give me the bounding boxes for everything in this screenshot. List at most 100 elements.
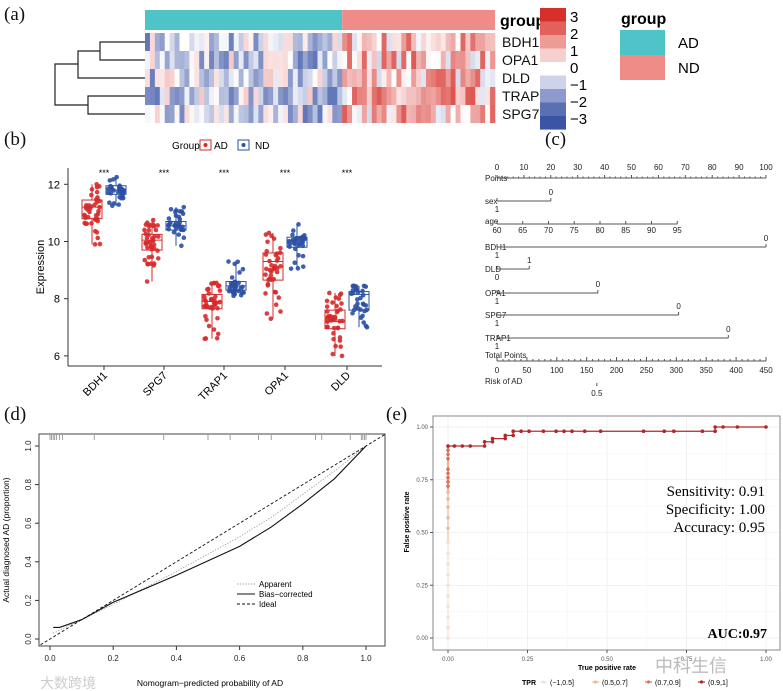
roc-point — [446, 505, 450, 509]
series-line-bias-corrected — [53, 445, 367, 628]
data-point — [290, 237, 295, 243]
roc-point — [446, 490, 450, 495]
heatmap-cell — [337, 105, 343, 123]
heatmap-cell — [332, 69, 338, 87]
legend-label: (0.9,1] — [708, 680, 728, 687]
data-point — [87, 209, 92, 215]
heatmap-cell — [435, 87, 442, 105]
heatmap-cell — [435, 33, 442, 51]
level-label: 0 — [676, 302, 681, 311]
data-point — [149, 254, 155, 260]
x-tick-label-opa1: OPA1 — [262, 370, 291, 399]
group-bar-nd — [342, 10, 495, 30]
heatmap-cell — [283, 33, 289, 51]
data-point — [179, 243, 184, 249]
heatmap-cell — [184, 87, 190, 105]
heatmap-cell — [361, 69, 368, 87]
data-point — [89, 221, 94, 226]
heatmap-cell — [445, 33, 451, 51]
heatmap-cell — [485, 105, 491, 123]
color-key-label: −1 — [570, 77, 587, 94]
heatmap-cell — [381, 51, 387, 69]
data-point — [171, 229, 177, 235]
data-point — [290, 232, 295, 238]
data-point — [361, 302, 367, 307]
heatmap-cell — [204, 51, 210, 69]
level-label: 1 — [495, 297, 500, 306]
heatmap-cell — [145, 105, 151, 123]
data-point — [143, 222, 149, 227]
heatmap-cell — [460, 33, 466, 51]
heatmap-cell — [322, 105, 328, 123]
level-label: 1 — [495, 205, 500, 214]
roc-point — [446, 551, 450, 556]
level-label: 1 — [495, 319, 500, 328]
heatmap-cell — [470, 87, 476, 105]
legend-label-nd: ND — [678, 60, 700, 77]
data-point — [330, 300, 335, 305]
data-point — [203, 299, 209, 304]
data-point — [229, 275, 235, 280]
heatmap-cell — [278, 87, 284, 105]
heatmap-cell — [465, 105, 471, 123]
heatmap-cell — [253, 51, 259, 69]
data-point — [155, 248, 160, 253]
heatmap-cell — [223, 105, 230, 123]
color-key-label: 1 — [570, 43, 578, 60]
heatmap-cell — [425, 33, 432, 51]
heatmap-cell — [425, 69, 432, 87]
data-point — [110, 177, 116, 182]
data-point — [264, 311, 270, 316]
heatmap-cell — [169, 51, 175, 69]
heatmap-cell — [149, 51, 156, 69]
data-point — [82, 220, 87, 226]
roc-point — [541, 429, 546, 434]
heatmap-cell — [440, 69, 447, 87]
y-tick-label: 0.4 — [24, 556, 33, 568]
heatmap-cell — [283, 69, 289, 87]
heatmap-cell — [460, 69, 466, 87]
heatmap-cell — [268, 69, 274, 87]
heatmap-cell — [199, 33, 205, 51]
heatmap-cell — [445, 105, 451, 123]
legend-key-dot — [646, 680, 651, 684]
heatmap-cell — [450, 87, 456, 105]
points-tick-label: 30 — [573, 163, 582, 172]
data-point — [117, 183, 123, 189]
color-key-block — [540, 75, 566, 90]
points-tick-label: 70 — [681, 163, 690, 172]
data-point — [232, 291, 238, 297]
x-tick-label: 0.6 — [234, 654, 246, 663]
heatmap-cell — [179, 69, 185, 87]
data-point — [145, 261, 150, 267]
heatmap-cell — [406, 51, 412, 69]
data-point — [265, 281, 271, 287]
points-tick-label: 0 — [495, 163, 500, 172]
color-key-label: −3 — [570, 111, 587, 128]
heatmap-cell — [283, 105, 289, 123]
heatmap-cell — [273, 105, 279, 123]
heatmap-cell — [228, 69, 235, 87]
x-tick-label: 0.25 — [522, 657, 534, 663]
heatmap-cell — [485, 87, 491, 105]
x-tick-label-spg7: SPG7 — [141, 370, 170, 399]
heatmap-cell — [154, 51, 161, 69]
data-point — [215, 315, 220, 321]
heatmap-cell — [322, 51, 328, 69]
heatmap-cell — [184, 33, 190, 51]
roc-point — [700, 429, 705, 434]
heatmap-cell — [366, 69, 373, 87]
heatmap-cell — [391, 69, 397, 87]
risk-tick-label: 0.5 — [591, 389, 603, 398]
roc-point — [671, 429, 676, 434]
heatmap-cell — [169, 87, 175, 105]
heatmap-cell — [268, 105, 274, 123]
data-point — [156, 234, 161, 239]
heatmap-cell — [430, 69, 437, 87]
data-point — [324, 304, 330, 309]
data-point — [145, 245, 150, 250]
data-point — [173, 209, 178, 215]
heatmap-cell — [465, 51, 471, 69]
heatmap-cell — [425, 51, 432, 69]
data-point — [278, 309, 283, 314]
